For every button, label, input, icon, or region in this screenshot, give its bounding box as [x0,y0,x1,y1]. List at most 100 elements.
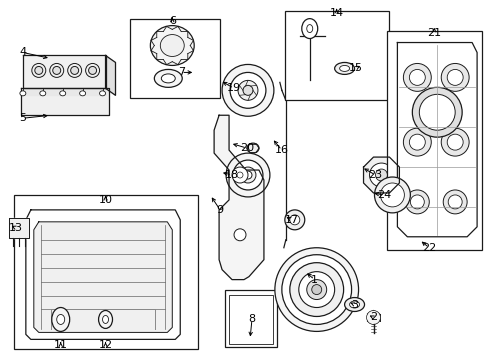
Ellipse shape [408,134,425,150]
Text: 16: 16 [274,145,288,155]
Ellipse shape [100,91,105,96]
Polygon shape [214,115,264,280]
Ellipse shape [281,255,351,324]
Ellipse shape [102,315,108,323]
Text: 15: 15 [348,63,362,73]
Text: 18: 18 [224,170,239,180]
Ellipse shape [411,87,461,137]
Bar [285,11,388,100]
Ellipse shape [274,248,358,332]
Ellipse shape [243,85,252,95]
Ellipse shape [311,285,321,294]
Ellipse shape [298,272,334,307]
Ellipse shape [285,210,304,230]
Ellipse shape [409,195,424,209]
Ellipse shape [20,91,26,96]
Ellipse shape [344,298,364,311]
Ellipse shape [447,69,462,85]
Ellipse shape [440,128,468,156]
Ellipse shape [375,169,386,181]
Ellipse shape [67,63,81,77]
Bar [224,289,276,347]
Ellipse shape [53,67,61,75]
Ellipse shape [380,183,404,207]
Polygon shape [397,42,476,237]
Ellipse shape [442,190,466,214]
Ellipse shape [233,160,263,190]
Ellipse shape [306,24,312,32]
Ellipse shape [403,63,430,91]
Ellipse shape [225,153,269,197]
Ellipse shape [339,66,349,71]
Text: 12: 12 [98,340,112,350]
Ellipse shape [374,177,409,213]
Ellipse shape [60,91,65,96]
Text: 2: 2 [369,312,376,323]
Ellipse shape [240,167,255,183]
Text: 1: 1 [310,275,318,285]
Bar [130,19,220,98]
Text: 13: 13 [9,223,23,233]
Ellipse shape [289,263,343,316]
Ellipse shape [447,134,462,150]
Ellipse shape [229,72,265,108]
Polygon shape [34,222,172,332]
Text: 14: 14 [329,8,343,18]
Text: 8: 8 [248,314,255,324]
Polygon shape [21,88,108,115]
Ellipse shape [301,19,317,39]
Text: 23: 23 [367,170,382,180]
Text: 20: 20 [240,143,254,153]
Polygon shape [23,88,105,95]
Text: 19: 19 [226,84,241,93]
Ellipse shape [244,171,251,179]
Text: 4: 4 [19,48,26,58]
Ellipse shape [306,280,326,300]
Ellipse shape [246,143,259,153]
Ellipse shape [150,26,194,66]
Ellipse shape [366,310,380,324]
Ellipse shape [419,94,454,130]
Polygon shape [23,55,105,88]
Ellipse shape [232,167,247,183]
Ellipse shape [349,301,359,308]
Ellipse shape [52,307,69,332]
Ellipse shape [447,195,461,209]
Ellipse shape [57,315,64,324]
Text: 11: 11 [54,340,67,350]
Polygon shape [26,210,180,339]
Text: 10: 10 [99,195,112,205]
Ellipse shape [35,67,42,75]
Polygon shape [363,157,399,193]
Ellipse shape [85,63,100,77]
Text: 6: 6 [168,15,175,26]
Polygon shape [9,218,29,238]
Ellipse shape [161,74,175,83]
Text: 24: 24 [377,190,391,200]
Polygon shape [105,55,115,95]
Ellipse shape [50,63,63,77]
Bar [14,195,198,349]
Ellipse shape [403,128,430,156]
Ellipse shape [40,91,46,96]
Ellipse shape [88,67,96,75]
Ellipse shape [99,310,112,328]
Text: 21: 21 [427,28,441,37]
Bar [228,294,272,345]
Ellipse shape [160,35,184,57]
Ellipse shape [238,80,258,100]
Ellipse shape [334,62,354,75]
Ellipse shape [369,163,393,187]
Text: 5: 5 [20,113,26,123]
Text: 3: 3 [350,300,357,310]
Bar [386,31,481,250]
Ellipse shape [154,69,182,87]
Text: 22: 22 [421,243,435,253]
Text: 9: 9 [216,205,223,215]
Ellipse shape [440,63,468,91]
Ellipse shape [405,190,428,214]
Ellipse shape [222,64,273,116]
Text: 7: 7 [177,67,184,77]
Ellipse shape [234,229,245,241]
Ellipse shape [80,91,85,96]
